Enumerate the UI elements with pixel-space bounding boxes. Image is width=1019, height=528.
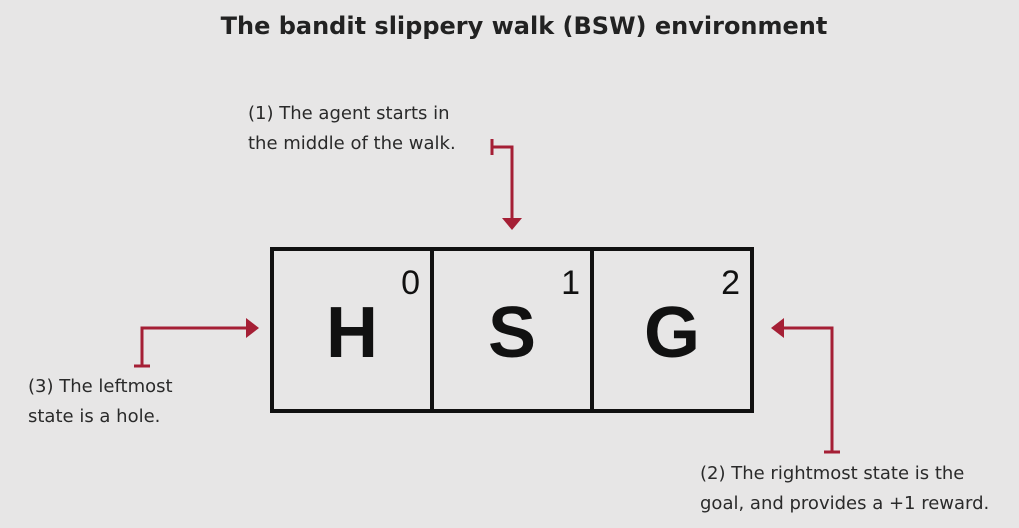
walk-grid: H 0 S 1 G 2 [270, 247, 754, 413]
annotation-start: (1) The agent starts in the middle of th… [248, 103, 456, 154]
state-index: 2 [721, 264, 740, 302]
annotation-goal: (2) The rightmost state is the goal, and… [700, 463, 990, 514]
start-arrow [490, 139, 522, 230]
state-letter: G [643, 293, 700, 373]
goal-arrow [771, 318, 840, 454]
state-index: 0 [401, 264, 420, 302]
hole-arrow [134, 318, 259, 368]
state-cell-goal: G 2 [590, 251, 750, 409]
state-index: 1 [561, 264, 580, 302]
state-cell-start: S 1 [430, 251, 590, 409]
state-letter: H [326, 293, 378, 373]
state-letter: S [487, 293, 537, 373]
diagram-title: The bandit slippery walk (BSW) environme… [220, 12, 828, 40]
state-cell-hole: H 0 [274, 251, 430, 409]
annotation-hole: (3) The leftmost state is a hole. [28, 376, 173, 427]
